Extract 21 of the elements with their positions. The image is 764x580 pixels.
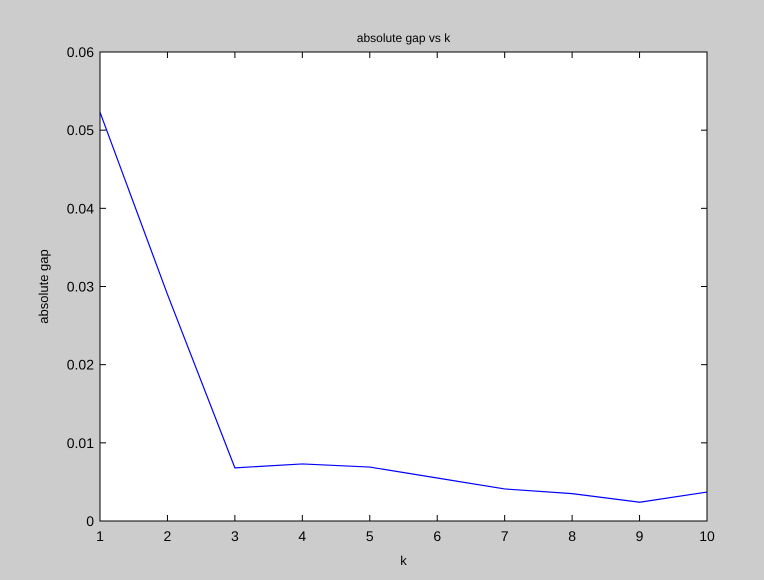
- x-tick-label: 3: [230, 528, 239, 544]
- y-tick-label: 0: [86, 513, 94, 529]
- y-tick-label: 0.02: [66, 356, 94, 373]
- x-tick-label: 2: [164, 528, 172, 544]
- y-tick-label: 0.06: [66, 44, 94, 60]
- chart-title: absolute gap vs k: [356, 31, 452, 45]
- line-series: [99, 112, 708, 503]
- y-tick-label: 0.05: [66, 122, 94, 138]
- y-tick-label: 0.03: [66, 278, 94, 294]
- x-axis-title: k: [400, 553, 408, 568]
- x-tick-label: 10: [699, 528, 715, 544]
- y-tick-label: 0.01: [66, 434, 94, 451]
- x-tick-label: 6: [433, 528, 442, 544]
- y-tick-label: 0.04: [66, 200, 94, 216]
- y-axis-title: absolute gap: [36, 249, 51, 324]
- x-tick-label: 4: [298, 528, 306, 544]
- x-tick-label: 7: [500, 528, 509, 544]
- x-tick-label: 8: [568, 528, 576, 544]
- x-tick-label: 1: [96, 528, 104, 544]
- x-tick-label: 5: [366, 528, 374, 544]
- x-tick-label: 9: [636, 528, 644, 544]
